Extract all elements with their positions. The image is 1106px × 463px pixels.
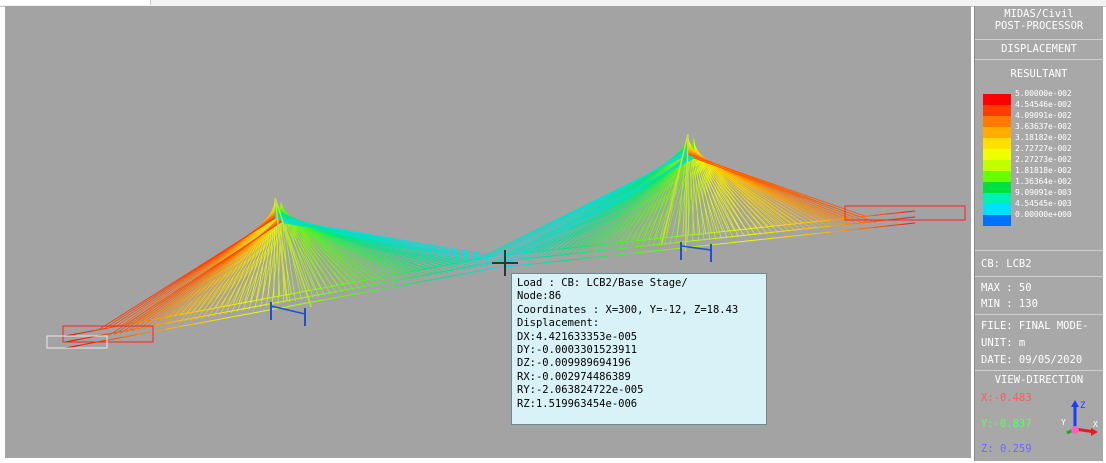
- legend-row: 0.00000e+000: [983, 210, 1099, 226]
- legend-row: 2.27273e-002: [983, 155, 1099, 171]
- axis-triad-icon: Z Y X: [1061, 400, 1098, 436]
- max-label: MAX : 50: [981, 282, 1032, 294]
- legend-swatch: [983, 127, 1011, 138]
- legend-row: 1.36364e-002: [983, 177, 1099, 193]
- legend-label: 9.09091e-003: [1015, 188, 1072, 197]
- model-viewport[interactable]: Load : CB: LCB2/Base Stage/ Node:86 Coor…: [5, 6, 971, 458]
- program-mode: POST-PROCESSOR: [994, 20, 1084, 32]
- view-z-value: Z: 0.259: [981, 443, 1032, 455]
- tooltip-rz: RZ:1.519963454e-006: [517, 397, 638, 410]
- legend-swatch: [983, 149, 1011, 160]
- tab-active[interactable]: [0, 0, 151, 5]
- legend-swatch: [983, 204, 1011, 215]
- view-x-value: X:-0.483: [981, 392, 1032, 404]
- date-label: DATE: 09/05/2020: [981, 354, 1083, 366]
- legend-row: 3.18182e-002: [983, 133, 1099, 149]
- crosshair-cursor: [492, 250, 518, 276]
- file-label: FILE: FINAL MODE-: [981, 320, 1089, 332]
- legend-row: 5.00000e-002: [983, 89, 1099, 105]
- tooltip-displacement: Displacement:: [517, 317, 600, 330]
- min-label: MIN : 130: [981, 298, 1038, 310]
- legend-label: 3.18182e-002: [1015, 133, 1072, 142]
- legend-swatch: [983, 116, 1011, 127]
- legend-row: 4.54546e-002: [983, 100, 1099, 116]
- combination-label: CB: LCB2: [981, 258, 1032, 270]
- legend-row: 4.09091e-002: [983, 111, 1099, 127]
- legend-row: 2.72727e-002: [983, 144, 1099, 160]
- result-component: RESULTANT: [1010, 68, 1068, 80]
- legend-swatch: [983, 193, 1011, 204]
- axis-x-label: X: [1093, 420, 1098, 429]
- legend-label: 0.00000e+000: [1015, 210, 1072, 219]
- tooltip-ry: RY:-2.063824722e-005: [517, 384, 644, 397]
- tooltip-load: Load : CB: LCB2/Base Stage/: [517, 277, 688, 289]
- bridge-model: [46, 133, 966, 349]
- node-info-tooltip: Load : CB: LCB2/Base Stage/ Node:86 Coor…: [511, 273, 767, 425]
- tooltip-dy: DY:-0.0003301523911: [517, 343, 638, 356]
- legend-swatch: [983, 138, 1011, 149]
- legend-swatch: [983, 171, 1011, 182]
- program-header: MIDAS/Civil POST-PROCESSOR: [975, 6, 1103, 40]
- legend-label: 4.54545e-003: [1015, 199, 1072, 208]
- program-name: MIDAS/Civil: [1004, 8, 1074, 20]
- legend-label: 3.63637e-002: [1015, 122, 1072, 131]
- view-y-value: Y:-0.837: [981, 418, 1032, 430]
- result-info-panel: MIDAS/Civil POST-PROCESSOR DISPLACEMENT …: [974, 6, 1103, 461]
- tooltip-dx: DX:4.421633353e-005: [517, 330, 638, 343]
- view-direction-title: VIEW-DIRECTION: [994, 374, 1084, 386]
- legend-label: 2.72727e-002: [1015, 144, 1072, 153]
- legend-label: 4.54546e-002: [1015, 100, 1072, 109]
- contour-legend: 5.00000e-002 4.54546e-002 4.09091e-002 3.63…: [983, 89, 1099, 226]
- legend-label: 5.00000e-002: [1015, 89, 1072, 98]
- unit-label: UNIT: m: [981, 337, 1026, 349]
- legend-label: 4.09091e-002: [1015, 111, 1072, 120]
- legend-label: 1.81818e-002: [1015, 166, 1072, 175]
- tooltip-node: Node:86: [517, 290, 562, 303]
- legend-row: 3.63637e-002: [983, 122, 1099, 138]
- legend-row: 4.54545e-003: [983, 199, 1099, 215]
- legend-swatch: [983, 94, 1011, 105]
- legend-swatch: [983, 182, 1011, 193]
- legend-swatch: [983, 105, 1011, 116]
- tooltip-dz: DZ:-0.009989694196: [517, 357, 631, 370]
- legend-row: 1.81818e-002: [983, 166, 1099, 182]
- tooltip-coordinates: Coordinates : X=300, Y=-12, Z=18.43: [517, 303, 739, 316]
- legend-swatch: [983, 215, 1011, 226]
- legend-swatch: [983, 160, 1011, 171]
- axis-y-label: Y: [1061, 418, 1066, 427]
- legend-label: 2.27273e-002: [1015, 155, 1072, 164]
- tooltip-rx: RX:-0.002974486389: [517, 370, 631, 383]
- legend-row: 9.09091e-003: [983, 188, 1099, 204]
- axis-z-label: Z: [1080, 401, 1086, 411]
- result-type: DISPLACEMENT: [975, 40, 1103, 60]
- legend-label: 1.36364e-002: [1015, 177, 1072, 186]
